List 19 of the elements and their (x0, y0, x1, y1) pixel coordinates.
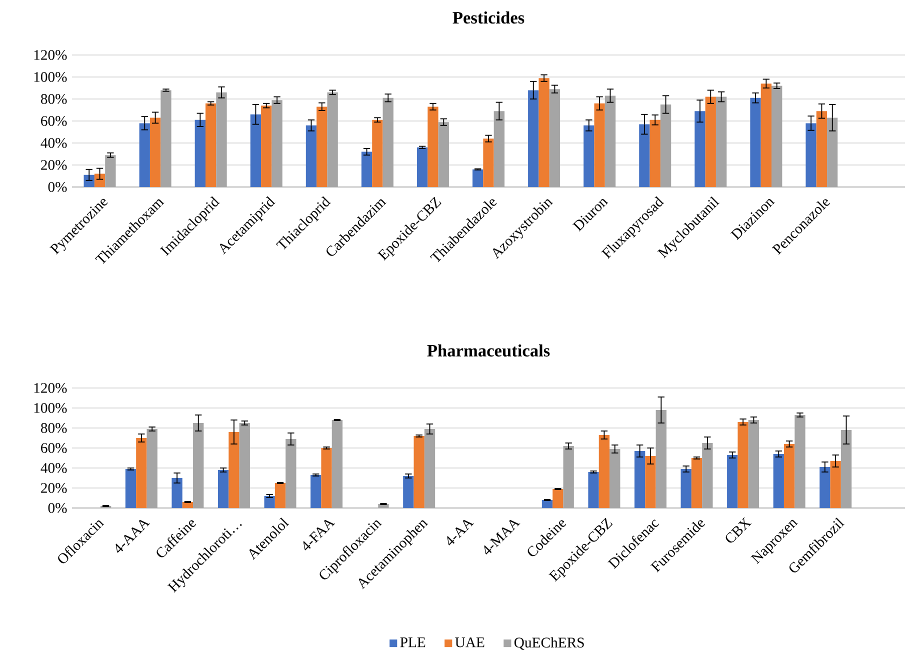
y-tick-label: 120% (34, 50, 67, 60)
y-tick-label: 80% (40, 94, 67, 104)
y-tick-label: 40% (40, 138, 67, 148)
y-tick-label: 100% (34, 403, 67, 413)
y-tick-label: 80% (40, 423, 67, 433)
legend-label: UAE (455, 637, 484, 648)
chart-title: Pharmaceuticals (427, 344, 550, 357)
y-tick-label: 0% (48, 503, 67, 513)
y-tick-label: 60% (41, 443, 67, 453)
y-tick-label: 20% (41, 483, 67, 493)
legend-label: PLE (400, 637, 426, 648)
y-tick-label: 0% (48, 182, 67, 192)
legend-label: QuEChERS (514, 637, 584, 650)
y-tick-label: 120% (34, 383, 67, 393)
y-tick-label: 100% (34, 72, 67, 82)
y-tick-label: 40% (40, 463, 67, 473)
chart-title: Pesticides (452, 11, 524, 24)
y-tick-label: 60% (41, 116, 67, 126)
y-tick-label: 20% (41, 160, 67, 170)
